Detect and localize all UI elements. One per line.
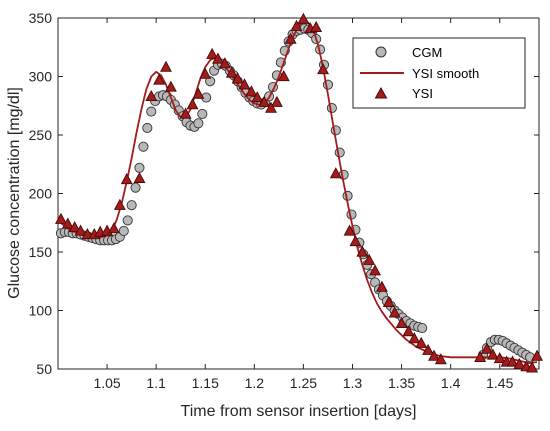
ysi-point [415,336,428,348]
ysi-point [402,325,415,337]
ysi-point [133,171,146,183]
ysi-point [493,352,506,364]
ysi-point [531,349,543,361]
ysi-point [434,353,447,365]
ysi-point [290,19,303,31]
legend-ysi-label: YSI [412,86,433,101]
ysi-point [513,357,526,369]
legend-ysi-marker [374,86,388,99]
y-axis-label: Glucose concentration [mg/dl] [6,87,23,299]
ysi-point [481,342,493,354]
ysi-point [363,253,376,265]
cgm-point [130,182,141,193]
cgm-point [417,322,428,334]
ysi-point [179,107,192,119]
ysi-point [506,355,519,367]
cgm-point [142,122,153,134]
x-tick-label: 1.05 [93,375,120,391]
y-tick-label: 300 [29,69,53,85]
ysi-point [238,78,251,90]
ysi-point [145,89,158,102]
x-tick-label: 1.1 [146,375,166,391]
ysi-point [356,245,369,257]
ysi-point [277,70,290,82]
ysi-point [74,224,87,236]
ysi-point [486,348,499,360]
ysi-point [218,57,231,69]
x-tick-label: 1.2 [245,375,265,391]
ysi-point [113,198,126,210]
ysi-point [160,60,172,72]
y-tick-label: 100 [29,303,53,319]
ysi-point [284,32,297,44]
x-tick-label: 1.4 [441,375,461,391]
cgm-point [122,215,133,226]
ysi-point [265,101,277,113]
cgm-point [146,106,157,117]
ysi-point [225,66,238,78]
legend: CGM YSI smooth YSI [352,37,526,109]
ysi-point [251,91,264,103]
ysi-point [317,63,329,75]
cgm-point [193,118,204,129]
ysi-point [422,343,435,355]
x-axis-label: Time from sensor insertion [days] [181,403,417,420]
ysi-point [329,167,342,179]
ysi-point [349,235,362,247]
ysi-point [428,349,440,361]
y-tick-label: 50 [36,361,52,377]
legend-cgm-label: CGM [412,45,442,60]
ysi-point [164,80,177,92]
ysi-point [474,350,487,362]
cgm-point [138,141,149,152]
ysi-point [395,316,408,329]
legend-ysi-smooth-label: YSI smooth [412,66,479,81]
cgm-point [330,125,341,136]
x-tick-label: 1.3 [343,375,363,391]
marks [54,12,543,373]
ysi-point [120,173,133,185]
x-tick-label: 1.35 [388,375,415,391]
ysi-point [68,220,81,233]
legend-cgm-marker [375,46,387,58]
ysi-point [258,95,271,107]
ysi-point [206,47,219,59]
y-tick-label: 150 [29,244,53,260]
x-tick-label: 1.45 [486,375,513,391]
ysi-point [108,222,120,234]
ysi-point [388,306,401,318]
cgm-point [205,76,216,87]
ysi-point [212,52,224,64]
ysi-point [526,361,539,373]
y-tick-label: 350 [29,10,53,26]
ysi-point [343,224,356,236]
ysi-point [61,217,74,229]
x-tick-label: 1.15 [192,375,219,391]
ysi-point [382,295,395,307]
cgm-point [326,103,337,114]
ysi-point [192,87,205,99]
ysi-point [297,12,310,24]
cgm-point [334,147,345,158]
ysi-point [54,212,67,224]
ysi-point [199,67,212,79]
cgm-point [134,162,145,173]
ysi-point [186,98,199,110]
ysi-point [153,73,166,85]
y-tick-label: 200 [29,186,53,202]
ysi-point [369,264,382,276]
cgm-point [197,108,208,119]
ticks: 1.05 1.1 1.15 1.2 1.25 1.3 1.35 1.4 1.45 50 100 150… [29,10,539,391]
ysi-point [231,72,244,84]
cgm-point [118,225,129,236]
x-tick-label: 1.25 [290,375,317,391]
ysi-point [375,280,388,292]
ysi-point [310,20,323,33]
cgm-point [126,200,137,211]
y-tick-label: 250 [29,127,53,143]
ysi-point [270,95,283,107]
ysi-point [408,332,421,344]
ysi-point [245,85,258,97]
